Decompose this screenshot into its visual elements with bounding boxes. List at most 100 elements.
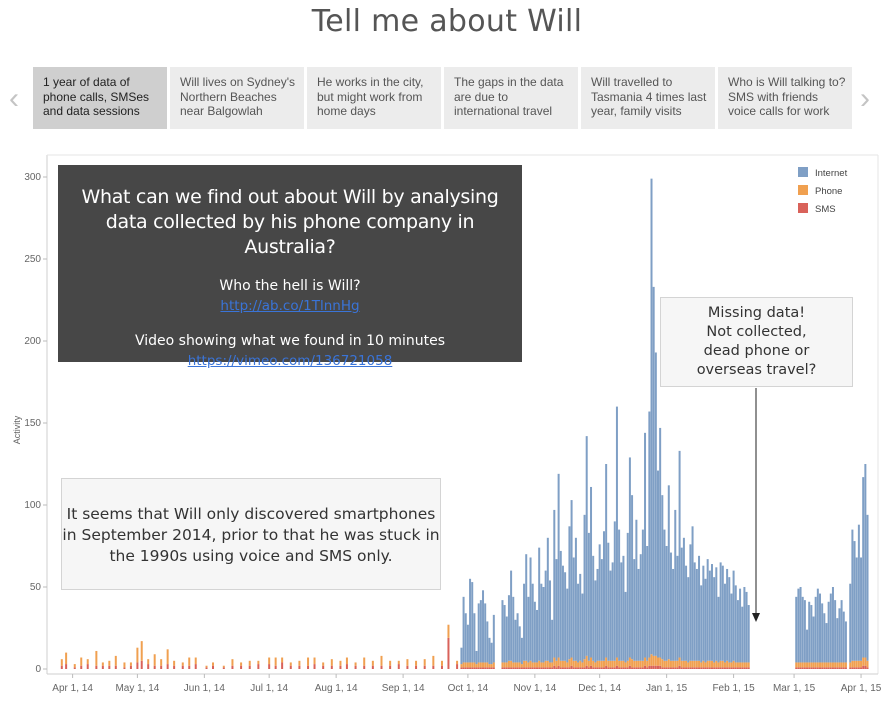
bar-phone — [140, 641, 143, 661]
bar-internet — [741, 606, 744, 663]
bar-sms — [533, 667, 536, 669]
bar-internet — [676, 555, 679, 661]
bar-phone — [548, 662, 551, 668]
bar-sms — [86, 664, 89, 669]
story-point-6[interactable]: Who is Will talking to? SMS with friends… — [718, 67, 852, 129]
bar-sms — [829, 667, 832, 669]
bar-internet — [687, 577, 690, 663]
bar-phone — [633, 660, 636, 668]
bar-phone — [555, 660, 558, 668]
bar-phone — [838, 662, 841, 668]
bar-phone — [829, 662, 832, 668]
bar-phone — [510, 660, 513, 668]
bar-phone — [492, 662, 495, 668]
bar-sms — [548, 667, 551, 669]
bar-sms — [842, 667, 845, 669]
bar-phone — [518, 662, 521, 668]
bar-internet — [557, 473, 560, 658]
bar-internet — [520, 637, 523, 665]
y-tick-label: 100 — [24, 500, 41, 511]
bar-phone — [864, 657, 867, 666]
next-arrow-icon[interactable]: › — [860, 82, 870, 115]
bar-phone — [95, 650, 98, 666]
bar-sms — [516, 667, 519, 669]
bar-internet — [613, 521, 616, 661]
bar-phone — [659, 657, 662, 666]
bar-internet — [708, 570, 711, 661]
bar-phone — [818, 662, 821, 668]
story-point-5[interactable]: Will travelled to Tasmania 4 times last … — [581, 67, 715, 129]
bar-sms — [808, 667, 811, 669]
bar-phone — [862, 657, 865, 666]
bar-phone — [810, 662, 813, 668]
bar-sms — [857, 667, 860, 669]
bar-sms — [248, 665, 251, 669]
bar-internet — [628, 457, 631, 658]
bar-phone — [507, 660, 510, 668]
bar-sms — [527, 667, 530, 669]
bar-sms — [257, 664, 260, 669]
bar-sms — [607, 667, 610, 669]
bar-internet — [797, 588, 800, 663]
bar-sms — [585, 665, 588, 669]
bar-phone — [687, 662, 690, 668]
story-point-2[interactable]: Will lives on Sydney's Northern Beaches … — [170, 67, 304, 129]
bar-sms — [231, 665, 234, 669]
bar-sms — [810, 667, 813, 669]
bar-phone — [639, 660, 642, 668]
bar-sms — [464, 667, 467, 669]
bar-sms — [389, 665, 392, 669]
bar-internet — [678, 450, 681, 658]
bar-internet — [672, 568, 675, 661]
bar-sms — [212, 665, 215, 669]
bar-sms — [721, 667, 724, 669]
bar-sms — [289, 665, 292, 669]
bar-phone — [689, 660, 692, 668]
smartphone-annotation: It seems that Will only discovered smart… — [61, 478, 441, 590]
bar-sms — [566, 667, 569, 669]
previous-arrow-icon[interactable]: ‹ — [9, 82, 19, 115]
x-tick-label: Apr 1, 14 — [52, 683, 93, 694]
bar-phone — [330, 659, 333, 666]
bar-internet — [611, 562, 614, 661]
bar-phone — [816, 662, 819, 668]
bar-sms — [615, 665, 618, 669]
bar-phone — [460, 664, 463, 668]
bar-sms — [65, 664, 68, 669]
bar-internet — [462, 596, 465, 663]
bar-internet — [501, 600, 504, 663]
bar-phone — [529, 660, 532, 668]
bar-phone — [665, 660, 668, 668]
bar-sms — [490, 667, 493, 669]
bar-sms — [60, 665, 63, 669]
bar-internet — [648, 411, 651, 658]
bar-phone — [579, 660, 582, 668]
story-point-4[interactable]: The gaps in the data are due to internat… — [444, 67, 578, 129]
video-link[interactable]: https://vimeo.com/136721058 — [187, 353, 393, 369]
bar-phone — [345, 657, 348, 665]
bar-internet — [656, 470, 659, 658]
bar-phone — [108, 660, 111, 666]
bar-sms — [644, 665, 647, 669]
who-link[interactable]: http://ab.co/1TlnnHg — [220, 298, 360, 314]
bar-internet — [747, 605, 750, 663]
bar-phone — [700, 662, 703, 668]
bar-phone — [620, 660, 623, 668]
bar-sms — [561, 667, 564, 669]
bar-phone — [415, 660, 418, 666]
bar-sms — [747, 667, 750, 669]
missing-data-arrow — [752, 388, 760, 622]
story-point-3[interactable]: He works in the city, but might work fro… — [307, 67, 441, 129]
bar-phone — [475, 664, 478, 668]
bar-sms — [518, 667, 521, 669]
bar-internet — [484, 603, 487, 663]
bar-phone — [101, 662, 104, 666]
y-tick-label: 250 — [24, 254, 41, 265]
bar-sms — [672, 667, 675, 669]
bar-phone — [728, 662, 731, 668]
story-point-1[interactable]: 1 year of data of phone calls, SMSes and… — [33, 67, 167, 129]
bar-sms — [507, 667, 510, 669]
bar-phone — [836, 662, 839, 668]
bar-phone — [866, 660, 869, 668]
bar-internet — [536, 609, 539, 663]
